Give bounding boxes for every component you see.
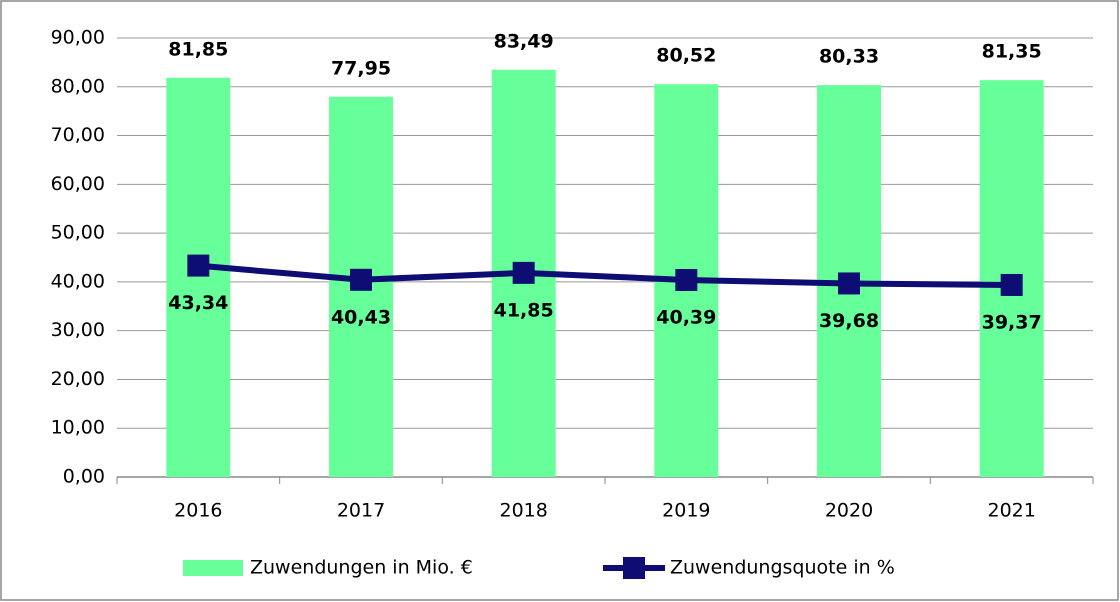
bar-value-label: 80,52 [656, 45, 716, 67]
legend-swatch [183, 560, 243, 576]
line-value-label: 39,68 [819, 310, 879, 332]
x-tick-label: 2020 [825, 500, 873, 522]
line-value-label: 43,34 [168, 292, 228, 314]
bar-value-label: 83,49 [494, 30, 554, 52]
x-tick-label: 2016 [174, 500, 222, 522]
line-marker [675, 268, 698, 291]
y-tick-label: 80,00 [51, 75, 105, 97]
line-value-label: 41,85 [494, 299, 554, 321]
line-marker [838, 272, 860, 295]
y-tick-label: 10,00 [51, 417, 105, 439]
line-marker [1000, 273, 1023, 296]
bar-value-label: 77,95 [331, 57, 391, 79]
x-tick-label: 2018 [499, 500, 547, 522]
y-tick-label: 50,00 [51, 222, 105, 244]
bar-value-label: 80,33 [819, 46, 879, 68]
line-marker [512, 261, 535, 284]
line-marker [350, 268, 372, 291]
x-tick-label: 2017 [337, 500, 385, 522]
y-tick-label: 0,00 [63, 466, 105, 488]
y-tick-label: 70,00 [51, 124, 105, 146]
line-marker [187, 254, 210, 277]
line-value-label: 40,43 [331, 306, 391, 328]
line-value-label: 40,39 [656, 306, 716, 328]
y-tick-label: 60,00 [51, 173, 105, 195]
line [198, 262, 1012, 288]
y-tick-label: 90,00 [51, 27, 105, 49]
legend-label: Zuwendungsquote in % [670, 557, 895, 579]
x-tick-label: 2019 [662, 500, 710, 522]
y-tick-label: 20,00 [51, 368, 105, 390]
bar-value-label: 81,35 [982, 41, 1042, 63]
bar [166, 77, 231, 477]
y-tick-label: 30,00 [51, 319, 105, 341]
x-tick-label: 2021 [987, 500, 1035, 522]
legend-label: Zuwendungen in Mio. € [250, 557, 473, 579]
y-tick-label: 40,00 [51, 270, 105, 292]
line-value-label: 39,37 [982, 311, 1042, 333]
legend-marker [623, 557, 645, 579]
bar-value-label: 81,85 [168, 38, 228, 60]
